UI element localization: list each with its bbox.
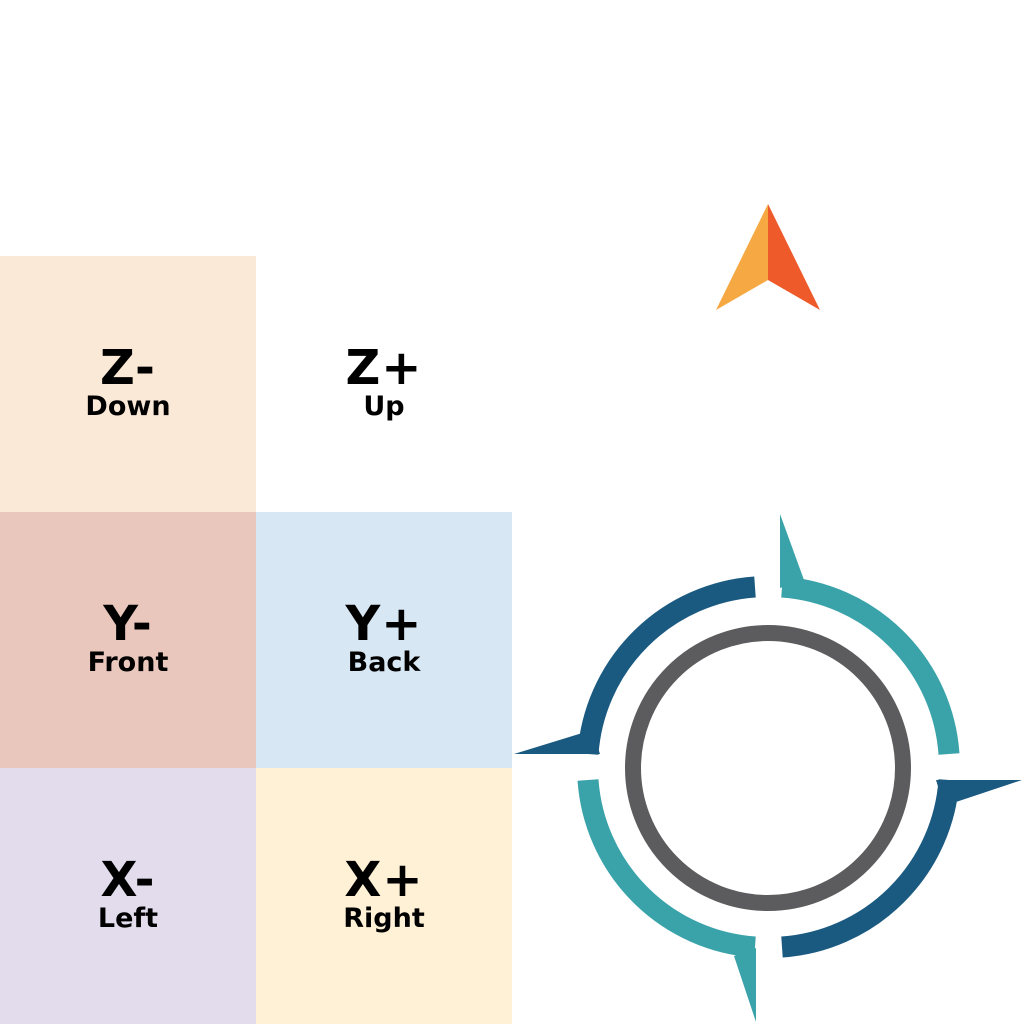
north-arrow-icon[interactable] — [712, 200, 824, 314]
y-minus-tile[interactable]: Y- Front — [0, 512, 256, 768]
z-plus-direction-label: Up — [363, 391, 405, 422]
x-minus-axis-label: X- — [100, 852, 156, 908]
north-arrow-left-half — [716, 204, 768, 310]
z-plus-tile[interactable]: Z+ Up — [256, 256, 512, 512]
compass-arc-lower-left — [577, 779, 756, 958]
compass-icon — [514, 514, 1022, 1022]
y-plus-direction-label: Back — [347, 647, 421, 678]
y-minus-axis-label: Y- — [103, 596, 153, 652]
y-plus-tile[interactable]: Y+ Back — [256, 512, 512, 768]
compass-pointer-west — [514, 730, 600, 754]
north-arrow-right-half — [768, 204, 820, 310]
x-minus-tile[interactable]: X- Left — [0, 768, 256, 1024]
z-plus-axis-label: Z+ — [345, 340, 423, 396]
compass-pointer-north — [780, 514, 804, 588]
x-minus-direction-label: Left — [97, 903, 159, 934]
x-plus-direction-label: Right — [343, 903, 425, 934]
z-minus-direction-label: Down — [85, 391, 171, 422]
x-plus-axis-label: X+ — [344, 852, 424, 908]
y-minus-direction-label: Front — [87, 647, 169, 678]
x-plus-tile[interactable]: X+ Right — [256, 768, 512, 1024]
compass-pointer-south — [734, 948, 756, 1022]
compass-arc-lower-right — [781, 779, 960, 958]
compass-pointer-east — [936, 780, 1022, 806]
z-minus-tile[interactable]: Z- Down — [0, 256, 256, 512]
z-minus-axis-label: Z- — [100, 340, 156, 396]
compass-arc-upper-left — [577, 576, 756, 755]
compass-arc-upper-right — [781, 576, 960, 755]
compass-inner-ring — [625, 625, 911, 911]
y-plus-axis-label: Y+ — [345, 596, 423, 652]
